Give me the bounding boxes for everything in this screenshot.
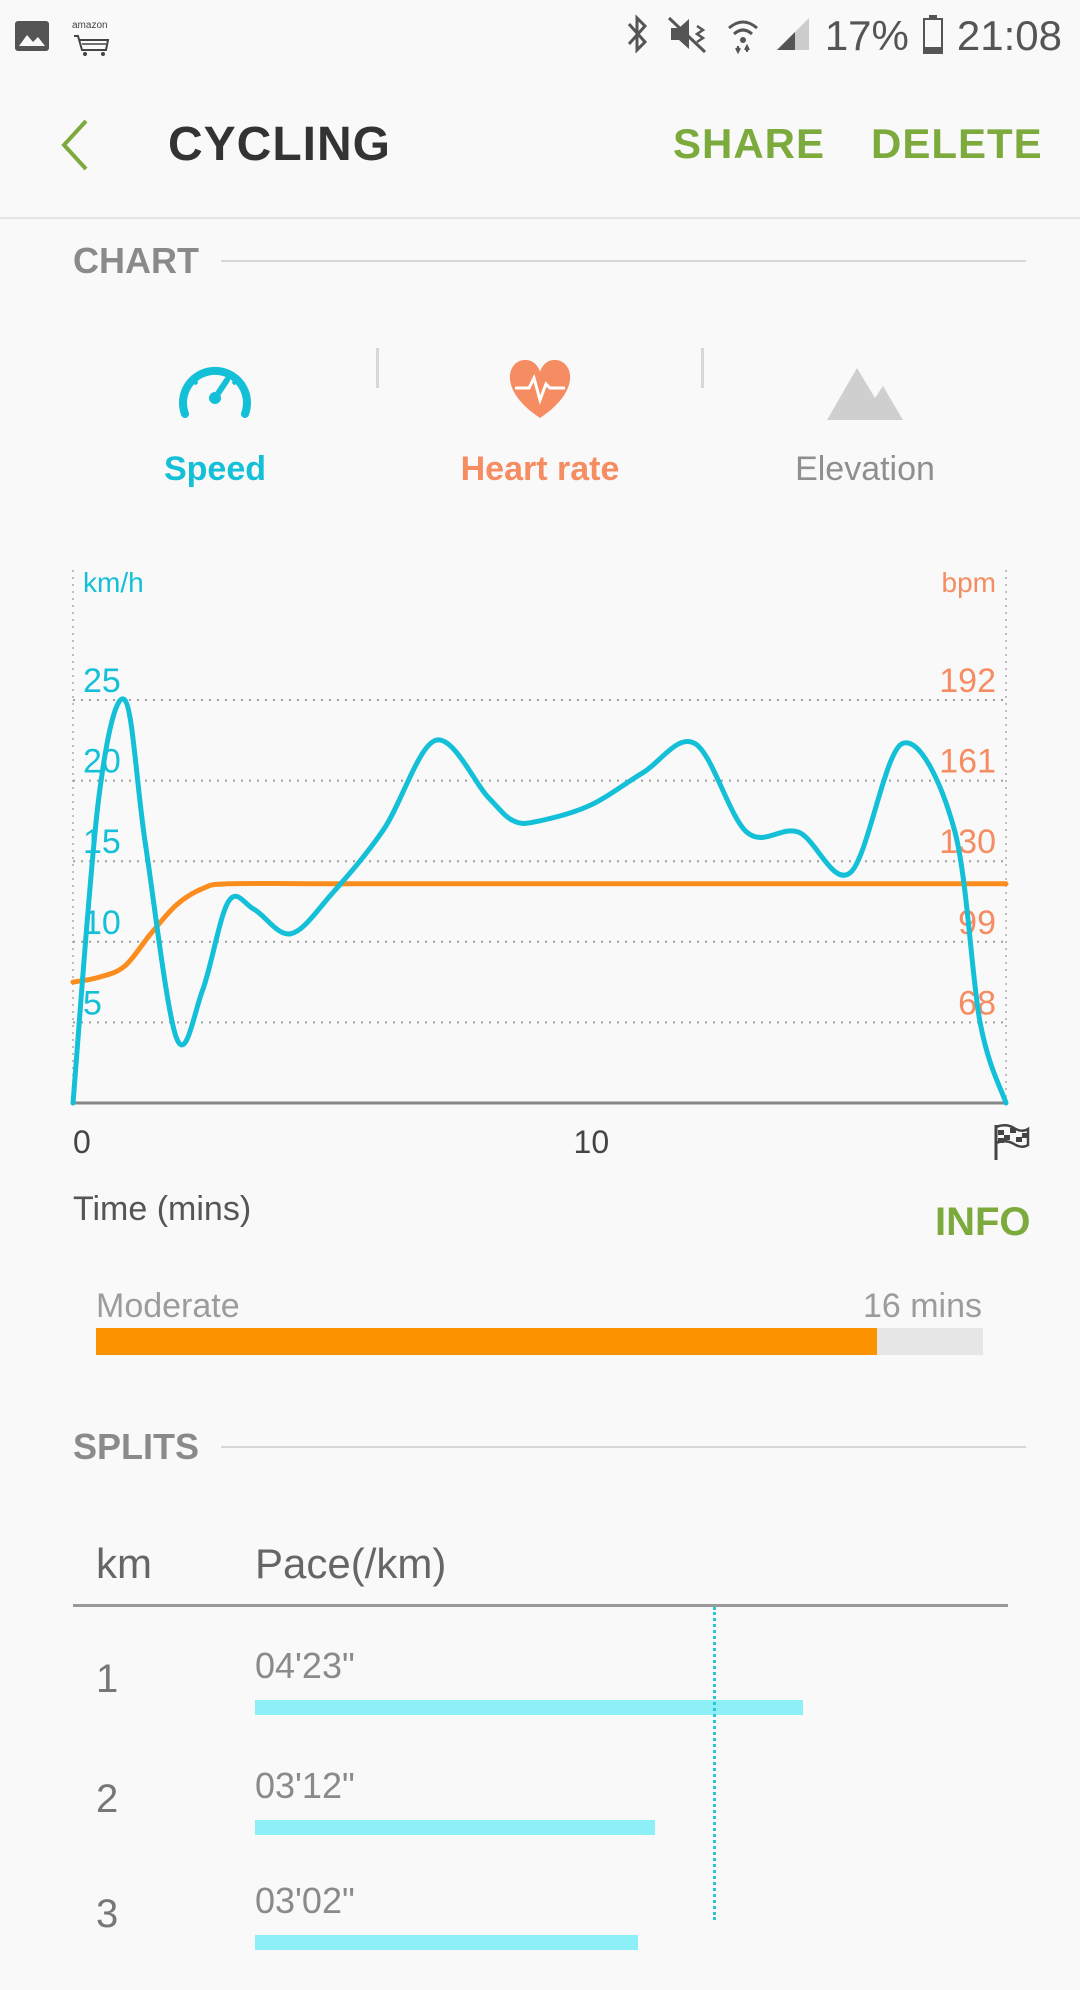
tab-elevation[interactable]: Elevation (750, 330, 980, 489)
splits-header-label: SPLITS (73, 1426, 222, 1468)
page-title: CYCLING (168, 118, 391, 171)
y-tick-left: 15 (83, 823, 121, 861)
speed-series-line (70, 696, 1009, 1106)
average-pace-line (713, 1607, 716, 1920)
intensity-duration: 16 mins (862, 1287, 982, 1325)
split-bar (255, 1935, 638, 1950)
heart-rate-series-line (70, 880, 1009, 985)
tab-speed[interactable]: Speed (100, 330, 330, 489)
splits-col-pace: Pace(/km) (255, 1540, 447, 1587)
x-axis-title: Time (mins) (73, 1190, 252, 1228)
intensity-bar (96, 1328, 983, 1355)
splits-col-km: km (96, 1540, 152, 1587)
heart-rate-icon (509, 359, 571, 418)
wifi-icon (725, 14, 761, 59)
y-tick-right: 192 (939, 662, 996, 700)
mountain-icon (827, 368, 903, 420)
y-tick-right: 99 (958, 904, 996, 942)
bluetooth-icon (621, 13, 653, 59)
x-tick: 0 (73, 1124, 91, 1160)
splits-divider (73, 1604, 1008, 1607)
split-km: 3 (96, 1892, 119, 1936)
split-pace: 03'02" (255, 1880, 355, 1921)
clock: 21:08 (956, 12, 1062, 59)
tab-separator (376, 348, 379, 388)
battery-icon (922, 14, 943, 59)
battery-percent: 17% (824, 12, 909, 59)
tab-separator (701, 348, 704, 388)
delete-button[interactable]: DELETE (871, 120, 1043, 167)
info-button[interactable]: INFO (935, 1200, 1031, 1244)
divider (73, 260, 1026, 262)
image-icon (14, 20, 50, 57)
speedometer-icon (179, 366, 251, 418)
split-bar (255, 1700, 803, 1715)
intensity-label: Moderate (96, 1287, 240, 1325)
y-tick-left: 5 (83, 984, 102, 1022)
chart: 25 192 20 161 15 130 10 99 5 68 km/h bpm 0 10 (0, 540, 1080, 1161)
split-km: 1 (96, 1657, 119, 1701)
amazon-icon: amazon (72, 18, 112, 58)
chart-section-header: CHART (73, 240, 1026, 284)
share-button[interactable]: SHARE (673, 120, 826, 167)
tab-speed-label: Speed (163, 450, 267, 488)
split-row: 1 04'23" (0, 1645, 1080, 1755)
split-bar (255, 1820, 655, 1835)
split-row: 2 03'12" (0, 1765, 1080, 1875)
back-button[interactable] (58, 117, 108, 177)
splits-section-header: SPLITS (73, 1426, 1026, 1470)
amazon-text: amazon (72, 20, 108, 31)
y-tick-left: 25 (83, 662, 121, 700)
mute-icon (667, 14, 711, 59)
split-pace: 04'23" (255, 1645, 355, 1686)
divider (73, 1446, 1026, 1448)
y-unit-left: km/h (83, 567, 144, 598)
x-tick: 10 (574, 1124, 610, 1160)
finish-flag-icon (994, 1124, 1030, 1161)
intensity-bar-fill (96, 1328, 877, 1355)
chart-header-label: CHART (73, 240, 221, 282)
split-row: 3 03'02" (0, 1880, 1080, 1990)
app-bar: CYCLING SHARE DELETE (0, 75, 1080, 219)
y-unit-right: bpm (942, 567, 996, 598)
chevron-left-icon (61, 119, 88, 171)
tab-elevation-label: Elevation (795, 450, 935, 488)
signal-icon (775, 16, 811, 57)
split-km: 2 (96, 1777, 119, 1821)
tab-heart-rate[interactable]: Heart rate (425, 330, 655, 489)
split-pace: 03'12" (255, 1765, 355, 1806)
y-tick-right: 161 (939, 743, 996, 781)
status-bar: amazon 17% 21:08 (0, 0, 1080, 75)
tab-heart-rate-label: Heart rate (460, 450, 620, 488)
y-tick-right: 130 (939, 823, 996, 861)
